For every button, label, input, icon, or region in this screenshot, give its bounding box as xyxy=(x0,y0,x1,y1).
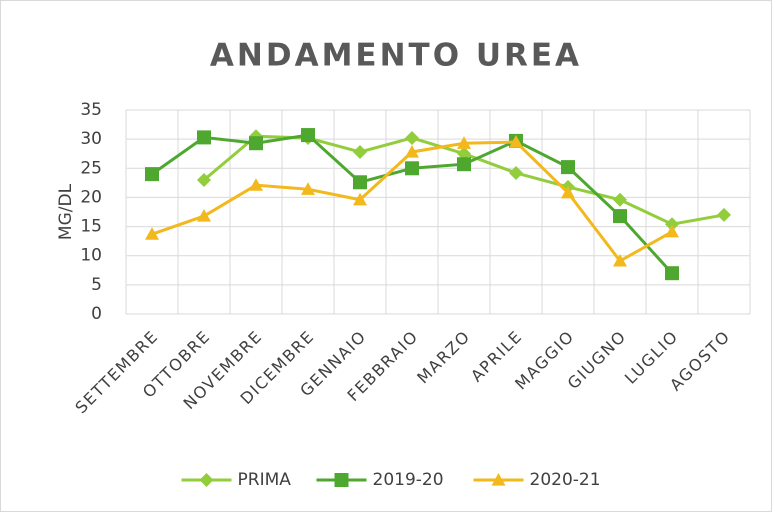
y-tick-label: 5 xyxy=(91,275,102,295)
y-tick-label: 0 xyxy=(91,304,102,324)
y-tick-label: 25 xyxy=(80,158,102,178)
data-point xyxy=(457,157,471,172)
data-point xyxy=(145,167,159,182)
data-point xyxy=(249,136,263,151)
data-point xyxy=(197,172,211,187)
legend-label: 2020-21 xyxy=(530,470,601,490)
data-point xyxy=(405,161,419,176)
data-point xyxy=(561,185,575,199)
data-point xyxy=(353,175,367,190)
data-point xyxy=(665,217,679,232)
data-point xyxy=(249,178,263,191)
data-point xyxy=(301,128,315,143)
y-tick-label: 15 xyxy=(80,217,102,237)
data-point xyxy=(197,130,211,145)
data-point xyxy=(457,136,471,149)
y-tick-label: 10 xyxy=(80,246,102,266)
data-point xyxy=(665,224,679,238)
data-point xyxy=(561,160,575,175)
data-point xyxy=(509,135,523,148)
y-tick-label: 30 xyxy=(80,129,102,149)
data-point xyxy=(301,182,315,195)
y-tick-label: 35 xyxy=(80,100,102,120)
data-point xyxy=(405,144,419,158)
legend-marker xyxy=(334,473,349,487)
data-point xyxy=(613,209,627,224)
legend-marker xyxy=(199,473,214,487)
data-point xyxy=(613,253,627,267)
legend-marker xyxy=(491,473,506,486)
data-point xyxy=(353,144,367,159)
data-point xyxy=(509,165,523,180)
legend-label: PRIMA xyxy=(238,470,292,490)
chart-title: ANDAMENTO UREA xyxy=(210,38,582,74)
data-point xyxy=(197,209,211,222)
data-point xyxy=(717,207,731,222)
data-point xyxy=(145,227,159,240)
data-point xyxy=(405,130,419,145)
data-point xyxy=(665,266,679,281)
y-axis-label: MG/DL xyxy=(56,183,76,240)
legend-label: 2019-20 xyxy=(373,470,444,490)
data-point xyxy=(353,192,367,206)
data-point xyxy=(613,192,627,207)
y-tick-label: 20 xyxy=(80,187,102,207)
